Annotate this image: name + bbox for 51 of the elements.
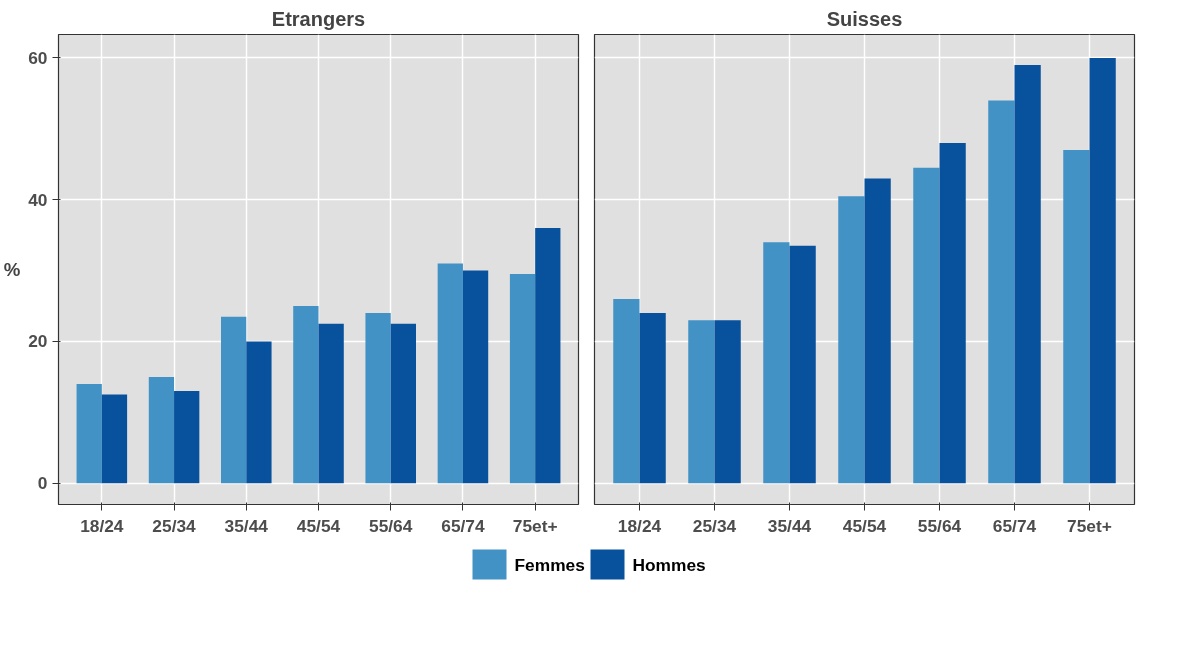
bar [939, 142, 966, 484]
bar [148, 376, 175, 484]
legend-label: Femmes [514, 554, 585, 575]
y-tick-label: 0 [37, 473, 48, 494]
chart-title: Etrangers [271, 7, 366, 30]
legend-label: Hommes [632, 554, 706, 575]
bar [221, 316, 247, 484]
bar [838, 196, 865, 484]
bar [174, 391, 200, 484]
bar [613, 298, 640, 484]
bar [988, 100, 1015, 484]
x-tick-label: 55/64 [917, 515, 962, 536]
bar [318, 323, 344, 484]
y-tick-label: 60 [28, 47, 48, 68]
x-tick-label: 65/74 [992, 515, 1037, 536]
bar [535, 228, 561, 484]
x-tick-label: 45/54 [842, 515, 887, 536]
y-tick-label: 40 [28, 189, 48, 210]
x-tick-label: 25/34 [152, 515, 197, 536]
bar [864, 178, 891, 484]
bar [76, 383, 102, 484]
x-tick-label: 75et+ [512, 515, 558, 536]
x-tick-label: 35/44 [224, 515, 269, 536]
bar [789, 245, 816, 484]
x-tick-label: 25/34 [692, 515, 737, 536]
bar [1014, 64, 1041, 484]
bar [714, 320, 741, 484]
x-tick-label: 55/64 [369, 515, 413, 536]
bar [639, 313, 666, 484]
bar [462, 270, 489, 484]
x-tick-label: 18/24 [617, 515, 662, 536]
y-axis-title: % [3, 259, 21, 280]
x-tick-label: 35/44 [767, 515, 812, 536]
bar [1063, 150, 1090, 484]
x-tick-label: 65/74 [441, 515, 485, 536]
x-tick-label: 45/54 [296, 515, 341, 536]
bar [365, 313, 391, 484]
bar [101, 394, 128, 484]
x-tick-label: 18/24 [80, 515, 124, 536]
bar [913, 167, 940, 484]
y-tick-label: 20 [28, 331, 48, 352]
bar [1089, 57, 1116, 484]
bar [688, 320, 715, 484]
bar [246, 341, 272, 484]
bar [390, 323, 416, 484]
bar [437, 263, 463, 484]
chart-title: Suisses [826, 7, 903, 30]
bar [509, 274, 536, 484]
bar [293, 306, 319, 484]
x-tick-label: 75et+ [1067, 515, 1112, 536]
bar [763, 242, 790, 484]
